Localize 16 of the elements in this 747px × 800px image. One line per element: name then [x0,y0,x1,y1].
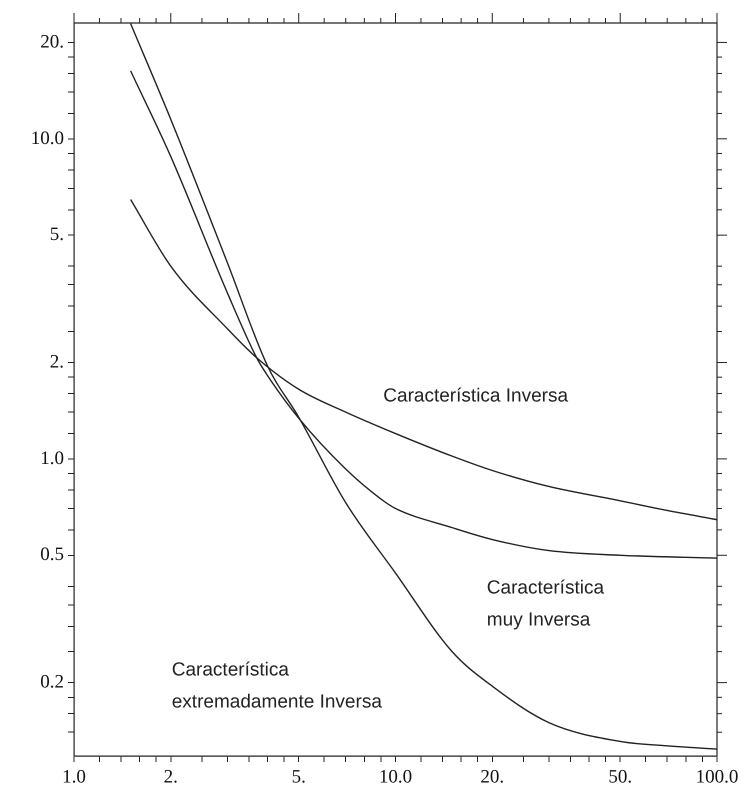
annotation: Característica muy Inversa [486,578,604,631]
annotation: Característica Inversa [383,385,568,406]
x-tick-label: 5. [292,766,306,788]
y-tick-label: 0.5 [40,544,64,566]
y-tick-label: 20. [40,31,64,52]
y-tick-label: 5. [50,224,64,246]
x-tick-label: 100.0 [696,766,738,788]
annotation: Característica extremadamente Inversa [172,660,382,713]
y-tick-label: 2. [50,352,64,373]
y-tick-label: 0.2 [40,672,64,693]
y-tick-label: 1.0 [40,448,64,469]
x-tick-label: 50. [608,766,632,788]
x-tick-label: 2. [164,766,178,788]
x-tick-label: 20. [480,766,504,788]
y-tick-label: 10.0 [30,128,64,149]
x-tick-label: 10.0 [378,766,412,788]
